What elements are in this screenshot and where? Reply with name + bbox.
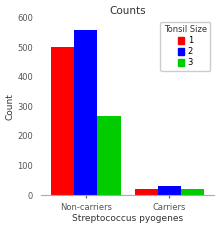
Bar (181, 188, 204, 195)
X-axis label: Streptococcus pyogenes: Streptococcus pyogenes (72, 214, 183, 224)
Bar (158, 185, 181, 195)
Bar (51, 47, 74, 195)
Title: Counts: Counts (109, 5, 146, 16)
Bar (135, 189, 158, 195)
Y-axis label: Count: Count (6, 93, 15, 120)
Bar (74, 30, 97, 195)
Bar (97, 116, 121, 195)
Legend: 1, 2, 3: 1, 2, 3 (160, 22, 210, 71)
